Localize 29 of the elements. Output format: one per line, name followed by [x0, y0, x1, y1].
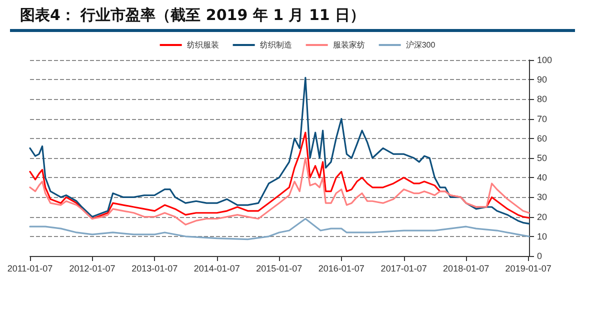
- y-tick-label: 90: [537, 74, 548, 85]
- y-tick-label: 70: [537, 114, 548, 124]
- line-series: [29, 157, 530, 226]
- y-tick-label: 20: [537, 212, 548, 222]
- x-tick-label: 2018-01-07: [443, 264, 490, 274]
- legend-label: 纺织制造: [260, 40, 292, 50]
- chart-title: 图表4： 行业市盈率（截至 2019 年 1 月 11 日）: [20, 6, 366, 25]
- y-tick-label: 40: [537, 172, 548, 183]
- line-series: [29, 132, 530, 220]
- x-tick-label: 2011-01-07: [7, 264, 53, 274]
- x-tick-label: 2012-01-07: [69, 264, 116, 274]
- x-tick-label: 2016-01-07: [318, 264, 364, 274]
- y-tick-label: 100: [537, 55, 552, 65]
- y-tick-label: 10: [537, 231, 548, 242]
- legend-label: 纺织服装: [186, 40, 219, 50]
- x-tick-label: 2013-01-07: [132, 264, 178, 274]
- x-tick-label: 2015-01-07: [256, 264, 302, 274]
- y-tick-label: 50: [537, 153, 548, 163]
- line-series: [29, 218, 530, 240]
- y-tick-label: 30: [537, 192, 548, 202]
- y-tick-label: 0: [537, 251, 542, 261]
- y-tick-label: 60: [537, 133, 548, 144]
- line-series: [29, 76, 530, 224]
- legend-label: 服装家纺: [332, 40, 365, 50]
- legend-label: 沪深300: [406, 40, 436, 50]
- x-tick-label: 2014-01-07: [194, 264, 240, 274]
- x-tick-label: 2019-01-07: [505, 264, 552, 274]
- x-tick-label: 2017-01-07: [380, 264, 427, 274]
- y-tick-label: 80: [537, 94, 548, 104]
